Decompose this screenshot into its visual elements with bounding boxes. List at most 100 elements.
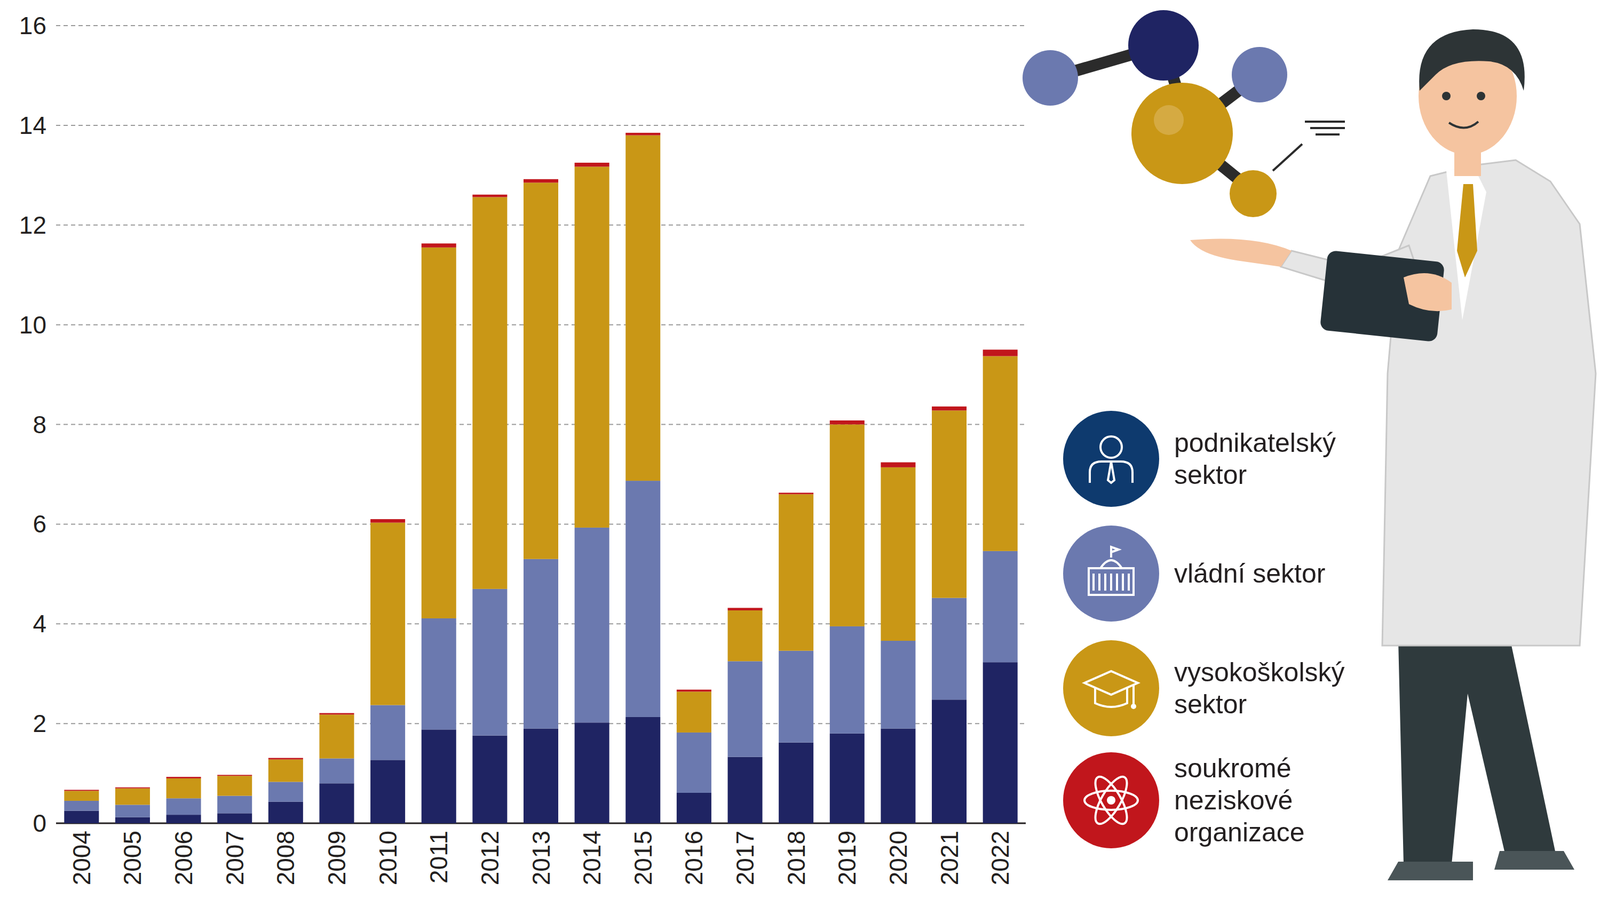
bar-segment [676, 691, 712, 733]
legend-swatch [1063, 640, 1160, 737]
bar-segment [983, 355, 1018, 551]
bar-segment [166, 814, 202, 824]
bar-segment [931, 598, 967, 701]
grid-line [56, 25, 1026, 27]
icon [1084, 790, 1138, 811]
y-tick-label: 14 [19, 111, 47, 140]
legend-label-line: organizace [1174, 817, 1305, 848]
molecule-atom [1128, 10, 1199, 81]
icon [1130, 703, 1137, 710]
legend-label-line: sektor [1174, 689, 1247, 720]
bar-segment [574, 166, 610, 528]
x-tick-label: 2009 [322, 830, 351, 886]
x-tick-label: 2011 [424, 830, 453, 884]
decoration [1022, 10, 1345, 218]
bar-segment [370, 705, 406, 761]
bar-segment [625, 480, 661, 718]
molecule-note [1272, 121, 1345, 171]
bar-segment [370, 523, 406, 706]
icon [1089, 772, 1133, 829]
bar-segment [523, 728, 559, 824]
bar-segment [370, 759, 406, 824]
scientist-shirt [1446, 165, 1487, 321]
y-tick-label: 8 [32, 410, 47, 439]
bar-segment [574, 527, 610, 723]
scientist-hand [1403, 273, 1452, 312]
molecule-atom [1022, 50, 1079, 106]
bar-segment [319, 714, 354, 759]
x-tick-label: 2005 [118, 830, 147, 886]
bar-segment [727, 661, 763, 757]
bar-segment [319, 783, 354, 824]
bar-segment [472, 589, 508, 736]
y-tick-label: 0 [32, 809, 47, 838]
scientist-mouth [1448, 121, 1479, 129]
chart: 0246810121416200420052006200720082009201… [0, 0, 1600, 899]
icon [1115, 573, 1119, 591]
legend: podnikatelskýsektorvládní sektorvysokošk… [1063, 410, 1345, 849]
bar-segment [115, 817, 150, 824]
bar-segment [778, 651, 814, 743]
legend-label: vládní sektor [1174, 558, 1326, 589]
molecule-atom [1229, 170, 1277, 218]
x-tick-label: 2019 [833, 830, 861, 886]
legend-label-line: podnikatelský [1174, 428, 1336, 458]
grid-line [56, 124, 1026, 126]
legend-label: soukroméneziskovéorganizace [1174, 753, 1305, 848]
bar-segment [727, 607, 763, 611]
bar-segment [370, 519, 406, 524]
x-tick-label: 2016 [679, 830, 708, 886]
legend-label: vysokoškolskýsektor [1174, 657, 1345, 720]
x-tick-label: 2017 [731, 830, 759, 886]
icon [1100, 436, 1122, 458]
bar-segment [523, 182, 559, 559]
scientist-eye [1442, 91, 1451, 101]
bar-segment [166, 778, 202, 799]
bar-segment [880, 462, 916, 468]
x-tick-label: 2008 [271, 830, 300, 886]
bar-segment [421, 243, 457, 248]
legend-swatch [1063, 525, 1160, 622]
x-tick-label: 2004 [67, 830, 96, 886]
scientist-legs [1398, 640, 1556, 865]
icon [1092, 573, 1095, 591]
bar-segment [829, 626, 865, 734]
bar-segment [268, 759, 304, 782]
icon [1127, 573, 1130, 591]
bar-segment [778, 494, 814, 651]
bar-segment [472, 194, 508, 198]
bar-segment [625, 717, 661, 824]
bar-segment [880, 728, 916, 824]
icon [1095, 684, 1134, 708]
bar-segment [983, 551, 1018, 663]
icon [1110, 573, 1113, 591]
bar-segment [319, 713, 354, 716]
legend-label: podnikatelskýsektor [1174, 428, 1336, 490]
bar-segment [268, 781, 304, 802]
bar-segment [217, 774, 252, 776]
legend-label-line: sektor [1174, 460, 1247, 490]
bar-segment [880, 467, 916, 641]
bar-segment [676, 690, 712, 693]
bar-segment [115, 787, 150, 789]
x-tick-label: 2021 [935, 830, 964, 886]
molecule-atom [1131, 82, 1233, 185]
x-tick-label: 2018 [782, 830, 811, 886]
bar-segment [166, 798, 202, 815]
x-tick-label: 2014 [577, 830, 606, 886]
bar-segment [727, 757, 763, 824]
bar-segment [268, 758, 304, 760]
icon [1084, 671, 1138, 695]
bar-segment [472, 196, 508, 589]
bar-segment [625, 132, 661, 136]
bar-segment [523, 559, 559, 730]
bar-segment [421, 729, 457, 824]
bar-segment [931, 699, 967, 824]
x-tick-label: 2006 [169, 830, 198, 886]
bar-segment [676, 793, 712, 824]
legend-swatch [1063, 410, 1160, 508]
x-tick-label: 2010 [374, 830, 402, 886]
bar-segment [574, 722, 610, 824]
x-tick-label: 2022 [986, 830, 1015, 886]
bar-segment [64, 801, 99, 812]
